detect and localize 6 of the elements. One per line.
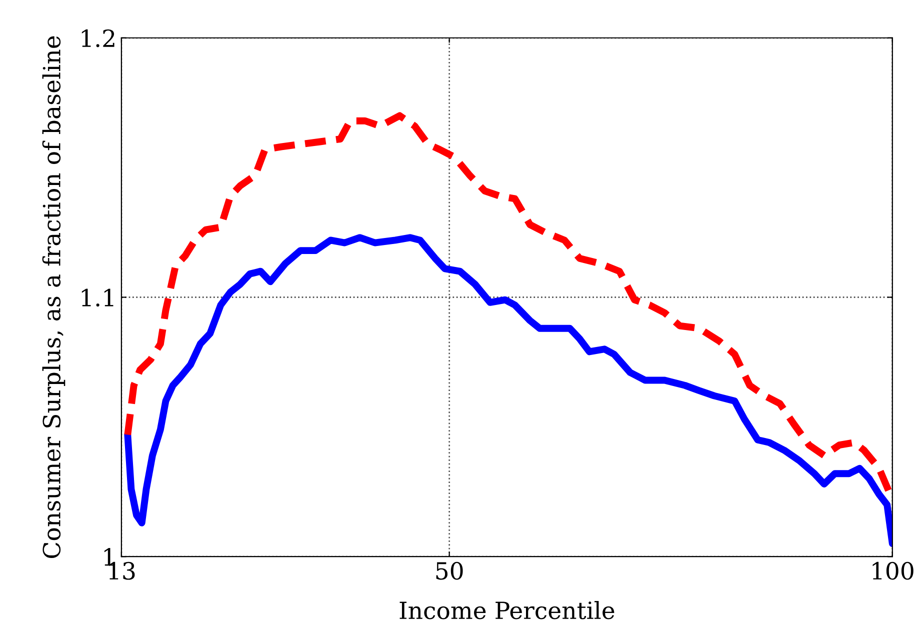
y-tick-label: 1.2: [82, 29, 114, 48]
y-tick-label: 1.1: [82, 288, 114, 307]
y-axis-title: Consumer Surplus, as a fraction of baseline: [42, 36, 66, 558]
x-axis-title: Income Percentile: [400, 600, 614, 620]
x-tick-label: 100: [872, 562, 914, 580]
x-tick-label: 50: [436, 562, 463, 580]
